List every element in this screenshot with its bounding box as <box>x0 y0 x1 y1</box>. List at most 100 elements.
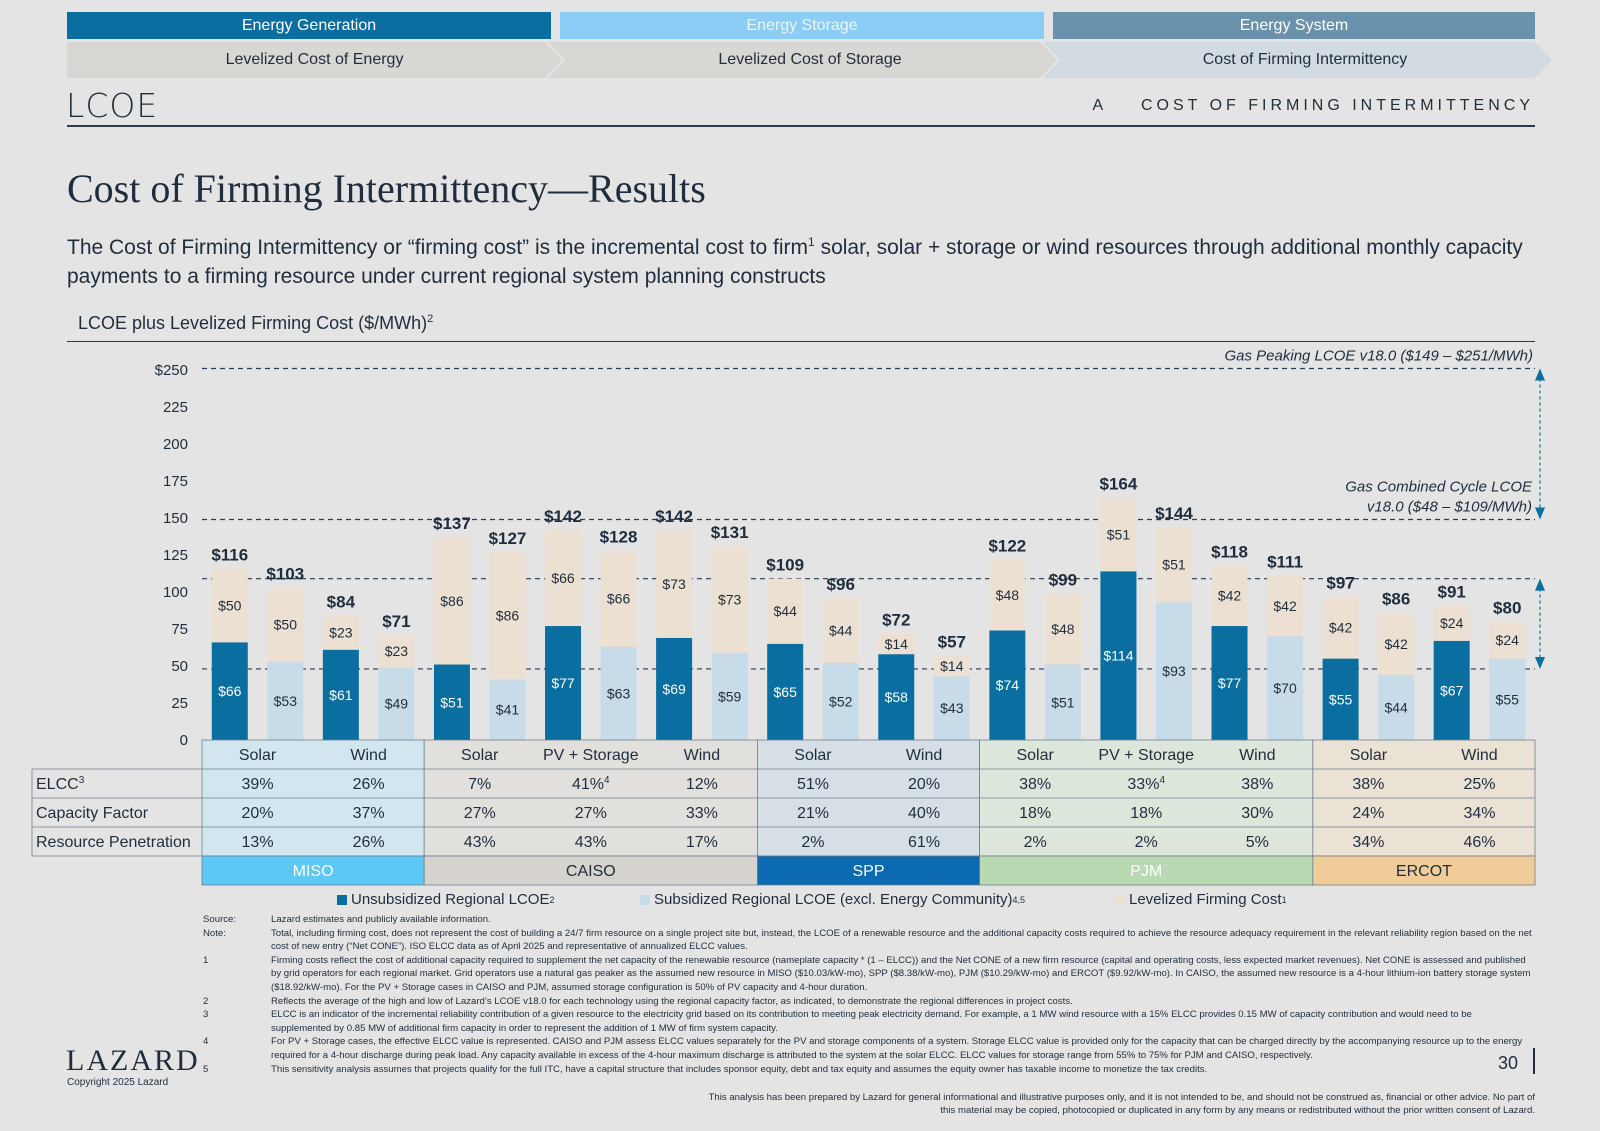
bar-firm-label: $14 <box>885 636 909 652</box>
copyright: Copyright 2025 Lazard <box>67 1077 169 1088</box>
region-band-miso <box>201 855 425 886</box>
y-tick-label: 0 <box>180 732 188 749</box>
footnote-text: For PV + Storage cases, the effective EL… <box>271 1036 1523 1061</box>
table-col-header: Wind <box>906 747 942 764</box>
bar-ercot-unsub: $55 $42 $97 <box>1322 573 1359 740</box>
bar-firm-label: $44 <box>829 622 853 638</box>
bar-total-label: $142 <box>544 507 582 526</box>
legend-unsubsidized: Unsubsidized Regional LCOE 2 <box>337 891 554 908</box>
chart-label-sup: 2 <box>427 313 434 325</box>
bar-firm-label: $51 <box>1162 557 1186 573</box>
table-cell-capacity-factor: 18% <box>1130 805 1162 822</box>
footnote-key: 1 <box>203 954 209 966</box>
bar-base-segment <box>1044 664 1081 740</box>
subtab-lcoe[interactable]: Levelized Cost of Energy <box>225 51 404 68</box>
footnote-text: Lazard estimates and publicly available … <box>271 914 491 925</box>
region-band-spp <box>757 855 980 886</box>
bar-caiso-sub: $41 $86 $127 <box>489 529 526 740</box>
bar-base-label: $65 <box>774 684 798 700</box>
bar-firming-segment <box>767 578 804 644</box>
bar-total-label: $99 <box>1049 570 1077 589</box>
section-title: COST OF FIRMING INTERMITTENCY <box>1140 97 1534 114</box>
page-title: Cost of Firming Intermittency—Results <box>67 166 706 211</box>
tab-energy-system[interactable]: Energy System <box>1053 12 1535 39</box>
tab-energy-generation[interactable]: Energy Generation <box>67 12 551 39</box>
page-subtitle: The Cost of Firming Intermittency or “fi… <box>67 228 1547 291</box>
tab-energy-storage[interactable]: Energy Storage <box>560 12 1044 39</box>
region-band-ercot <box>1312 855 1536 886</box>
region-name-miso: MISO <box>293 863 334 880</box>
footnote-key: 5 <box>203 1063 209 1075</box>
bar-pjm-unsub: $114 $51 $164 <box>1100 474 1138 740</box>
table-cell-elcc: 25% <box>1463 776 1495 793</box>
y-tick-label: 175 <box>163 473 188 490</box>
subtab-firming[interactable]: Cost of Firming Intermittency <box>1202 51 1408 68</box>
bar-firming-segment <box>656 529 693 638</box>
bar-base-label: $49 <box>385 696 409 712</box>
bar-base-label: $77 <box>551 675 575 691</box>
y-tick-label: 25 <box>171 695 188 712</box>
footnote-key: 2 <box>203 995 209 1007</box>
bar-spp-sub: $52 $44 $96 <box>822 575 859 740</box>
table-cell-capacity-factor: 27% <box>575 805 607 822</box>
bar-firming-segment <box>378 634 415 668</box>
table-col-header: Wind <box>1461 747 1497 764</box>
bar-base-label: $55 <box>1329 691 1353 707</box>
bar-base-label: $55 <box>1496 691 1520 707</box>
section-header: A COST OF FIRMING INTERMITTENCY <box>1093 97 1534 115</box>
bar-total-label: $86 <box>1382 590 1410 609</box>
bar-base-label: $67 <box>1440 682 1464 698</box>
bar-pjm-sub: $70 $42 $111 <box>1267 553 1304 740</box>
legend-sup-sub: 4,5 <box>1012 894 1025 905</box>
bar-spp-sub: $43 $14 $57 <box>933 633 970 740</box>
bar-total-label: $96 <box>827 575 855 594</box>
bar-base-segment <box>433 664 470 740</box>
footnote-key: 4 <box>203 1036 209 1048</box>
footnote-key: Source: <box>203 914 237 925</box>
table-col-header: Wind <box>350 747 386 764</box>
bar-firm-label: $42 <box>1218 588 1242 604</box>
reference-label-gas-cc-1: Gas Combined Cycle LCOE <box>1345 478 1533 495</box>
bar-total-label: $131 <box>711 523 749 542</box>
bar-total-label: $97 <box>1326 573 1354 592</box>
bar-firm-label: $24 <box>1496 632 1520 648</box>
bar-total-label: $144 <box>1155 504 1193 523</box>
table-cell-elcc: 39% <box>242 776 274 793</box>
bar-base-segment <box>322 649 359 740</box>
y-tick-label: 50 <box>171 658 188 675</box>
bar-base-label: $74 <box>996 677 1020 693</box>
bar-base-label: $59 <box>718 688 742 704</box>
table-cell-penetration: 2% <box>1135 834 1158 851</box>
bar-firming-segment <box>878 633 915 655</box>
bar-spp-unsub: $65 $44 $109 <box>766 556 804 740</box>
table-cell-capacity-factor: 24% <box>1352 805 1384 822</box>
region-name-ercot: ERCOT <box>1396 863 1452 880</box>
bar-firm-label: $23 <box>385 643 409 659</box>
table-cell-penetration: 61% <box>908 834 940 851</box>
table-col-header: PV + Storage <box>543 747 639 764</box>
bar-base-label: $51 <box>440 694 464 710</box>
footnote-row: 4 For PV + Storage cases, the effective E… <box>203 1035 1533 1062</box>
reference-label-gas-cc-2: v18.0 ($48 – $109/MWh) <box>1367 498 1532 515</box>
bar-total-label: $142 <box>655 507 693 526</box>
bar-miso-unsub: $66 $50 $116 <box>211 545 248 740</box>
bar-firm-label: $73 <box>662 576 686 592</box>
bar-firming-segment <box>1433 605 1470 641</box>
footnote-row: Note: Total, including firming cost, does… <box>203 927 1533 954</box>
bar-miso-unsub: $61 $23 $84 <box>322 593 359 740</box>
bar-pjm-sub: $93 $51 $144 <box>1155 504 1193 740</box>
region-name-pjm: PJM <box>1130 863 1162 880</box>
footnote-key: Note: <box>203 927 226 939</box>
disclaimer: This analysis has been prepared by Lazar… <box>708 1092 1535 1116</box>
legend-label-firm: Levelized Firming Cost <box>1129 891 1282 908</box>
bar-firm-label: $51 <box>1107 526 1131 542</box>
bar-firm-label: $66 <box>551 570 575 586</box>
table-cell-penetration: 13% <box>242 834 274 851</box>
y-tick-label: 125 <box>163 547 188 564</box>
section-letter: A <box>1092 97 1108 114</box>
bar-firming-segment <box>822 597 859 664</box>
y-tick-label: 150 <box>163 510 188 527</box>
legend-swatch-firm <box>1115 894 1125 905</box>
subtab-lcos[interactable]: Levelized Cost of Storage <box>718 51 902 68</box>
bar-firming-segment <box>1322 596 1359 659</box>
